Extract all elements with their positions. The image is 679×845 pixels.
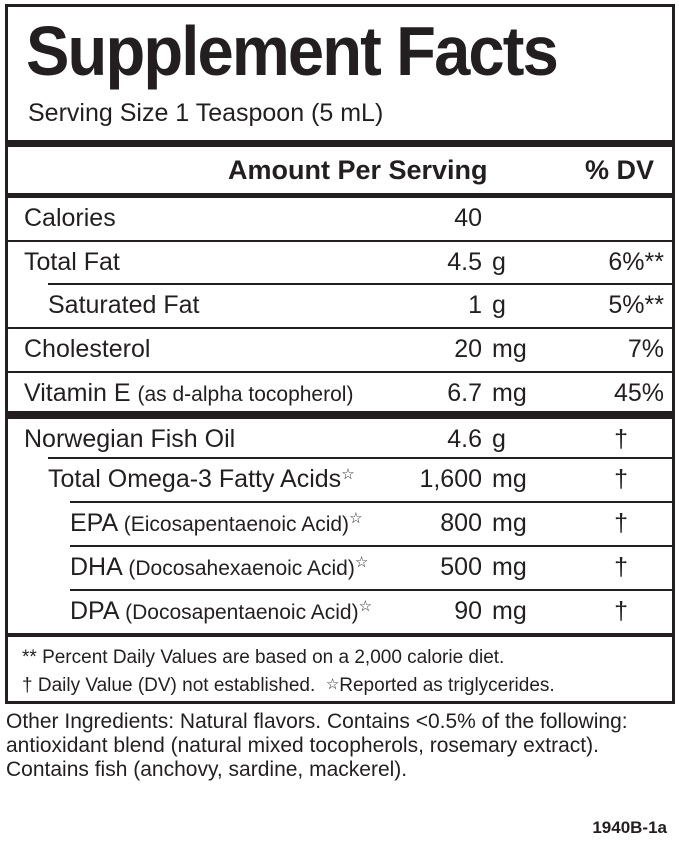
- row-dv: 45%: [613, 379, 664, 407]
- star-icon: ☆: [358, 598, 373, 615]
- table-row: Saturated Fat 1 g 5%**: [8, 285, 672, 329]
- table-row: Total Omega-3 Fatty Acids☆ 1,600 mg †: [8, 459, 672, 503]
- other-ingredients: Other Ingredients: Natural flavors. Cont…: [6, 710, 628, 781]
- row-name: Cholesterol: [24, 335, 151, 363]
- row-unit: mg: [492, 465, 527, 493]
- star-icon: ☆: [325, 676, 340, 693]
- row-unit: mg: [492, 597, 527, 625]
- row-divider: [48, 457, 672, 459]
- table-row: DHA (Docosahexaenoic Acid)☆ 500 mg †: [8, 547, 672, 591]
- row-divider: [8, 371, 672, 373]
- row-amount: 6.7: [447, 379, 482, 407]
- divider: [8, 193, 672, 198]
- row-name: Saturated Fat: [48, 291, 200, 319]
- divider: [8, 140, 672, 147]
- table-row: Calories 40: [8, 198, 672, 242]
- dv-header: % DV: [585, 155, 655, 185]
- row-note: (as d-alpha tocopherol): [137, 383, 354, 406]
- serving-size: Serving Size 1 Teaspoon (5 mL): [28, 99, 384, 127]
- row-unit: g: [492, 248, 506, 276]
- row-unit: g: [492, 291, 506, 319]
- row-dv: 7%: [627, 335, 664, 363]
- row-amount: 500: [440, 553, 482, 581]
- star-icon: ☆: [354, 554, 369, 571]
- row-unit: g: [492, 425, 506, 453]
- row-name: Total Omega-3 Fatty Acids☆: [48, 465, 355, 493]
- row-note: (Docosapentaenoic Acid): [125, 601, 359, 624]
- row-amount: 1,600: [419, 465, 482, 493]
- row-divider: [70, 501, 672, 503]
- row-name: EPA (Eicosapentaenoic Acid)☆: [70, 509, 363, 537]
- row-name: DPA (Docosapentaenoic Acid)☆: [70, 597, 373, 625]
- row-divider: [70, 545, 672, 547]
- table-row: Vitamin E (as d-alpha tocopherol) 6.7 mg 45…: [8, 373, 672, 417]
- star-icon: ☆: [341, 466, 355, 483]
- row-note: (Docosahexaenoic Acid): [128, 557, 355, 580]
- amount-header: Amount Per Serving: [228, 155, 488, 185]
- footnote-dv: ** Percent Daily Values are based on a 2…: [22, 647, 505, 668]
- row-dv: †: [614, 465, 628, 493]
- row-name: Vitamin E (as d-alpha tocopherol): [24, 379, 354, 407]
- row-dv: †: [614, 509, 628, 537]
- table-row: Cholesterol 20 mg 7%: [8, 329, 672, 373]
- row-divider: [70, 589, 672, 591]
- row-name: Calories: [24, 204, 116, 232]
- row-unit: mg: [492, 379, 527, 407]
- row-dv: †: [614, 597, 628, 625]
- row-dv: 5%**: [608, 291, 664, 319]
- product-code: 1940B-1a: [592, 818, 667, 837]
- divider: [8, 411, 672, 419]
- row-amount: 90: [454, 597, 482, 625]
- row-name: Norwegian Fish Oil: [24, 425, 236, 453]
- footnote-not-established: † Daily Value (DV) not established. ☆Rep…: [22, 675, 555, 696]
- row-unit: mg: [492, 335, 527, 363]
- row-amount: 1: [468, 291, 482, 319]
- panel-title: Supplement Facts: [26, 12, 559, 90]
- row-amount: 4.5: [447, 248, 482, 276]
- supplement-facts-panel: Supplement Facts Serving Size 1 Teaspoon…: [5, 4, 675, 704]
- table-row: DPA (Docosapentaenoic Acid)☆ 90 mg †: [8, 591, 672, 635]
- row-unit: mg: [492, 553, 527, 581]
- row-name: Total Fat: [24, 248, 120, 276]
- row-amount: 4.6: [447, 425, 482, 453]
- row-note: (Eicosapentaenoic Acid): [123, 513, 350, 536]
- row-unit: mg: [492, 509, 527, 537]
- row-divider: [48, 283, 672, 285]
- row-dv: †: [614, 425, 628, 453]
- row-name: DHA (Docosahexaenoic Acid)☆: [70, 553, 369, 581]
- row-amount: 20: [454, 335, 482, 363]
- star-icon: ☆: [349, 510, 363, 527]
- table-row: EPA (Eicosapentaenoic Acid)☆ 800 mg †: [8, 503, 672, 547]
- row-divider: [8, 240, 672, 242]
- row-amount: 800: [440, 509, 482, 537]
- table-row: Norwegian Fish Oil 4.6 g †: [8, 419, 672, 459]
- table-row: Total Fat 4.5 g 6%**: [8, 242, 672, 285]
- row-amount: 40: [454, 204, 482, 232]
- row-dv: 6%**: [608, 248, 664, 276]
- row-dv: †: [614, 553, 628, 581]
- divider: [8, 633, 672, 637]
- row-divider: [8, 327, 672, 329]
